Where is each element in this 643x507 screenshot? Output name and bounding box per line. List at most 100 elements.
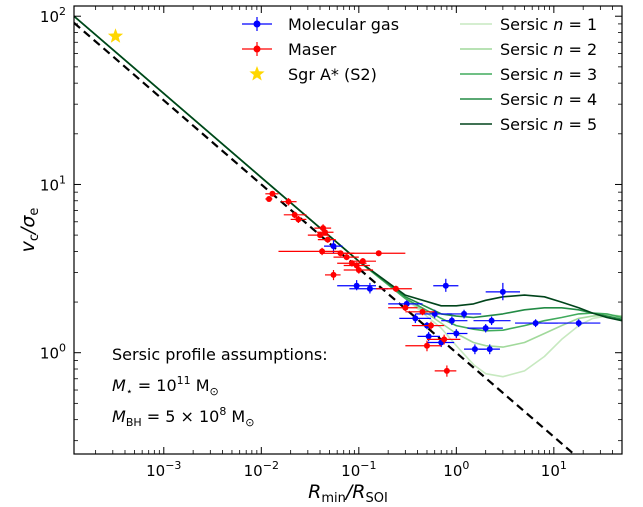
x-tick-label: 10−2 xyxy=(244,459,279,480)
x-tick-exp: −1 xyxy=(360,459,376,472)
legend-label-var: n xyxy=(553,65,563,84)
legend-label-suffix: = 5 xyxy=(563,115,597,134)
legend-label-var: n xyxy=(553,90,563,109)
maser-point xyxy=(402,304,409,311)
annotation-title: Sersic profile assumptions: xyxy=(112,345,328,364)
y-tick-base: 10 xyxy=(40,345,59,363)
molecular-gas-point xyxy=(471,346,478,353)
molecular-gas-point xyxy=(442,282,449,289)
y-tick-exp: 2 xyxy=(59,5,66,18)
legend: Molecular gas Maser Sgr A* (S2) Sersic n = … xyxy=(242,15,597,134)
maser-point xyxy=(423,342,430,349)
legend-label-suffix: = 2 xyxy=(563,40,597,59)
annotation: Sersic profile assumptions: M⋆ = 1011 M⊙… xyxy=(112,345,328,429)
maser-point xyxy=(359,258,366,265)
legend-label-prefix: Sersic xyxy=(500,15,553,34)
legend-label-suffix: = 3 xyxy=(563,65,597,84)
molecular-gas-point xyxy=(412,315,419,322)
molecular-gas-point xyxy=(366,285,373,292)
y-axis-label: vc/σe xyxy=(17,208,42,253)
x-tick-exp: 0 xyxy=(462,459,469,472)
annotation-stellar-mass: M⋆ = 1011 M⊙ xyxy=(112,374,219,398)
maser-point xyxy=(330,271,337,278)
maser-point xyxy=(348,260,355,267)
maser-point xyxy=(285,198,292,205)
maser-point xyxy=(295,216,302,223)
maser-point xyxy=(266,195,273,202)
x-tick-base: 10 xyxy=(146,462,165,480)
data-points xyxy=(107,28,601,377)
legend-entry-label: Sersic n = 5 xyxy=(500,115,597,134)
legend-entry-label: Sersic n = 3 xyxy=(500,65,597,84)
x-tick-label: 10−3 xyxy=(146,459,181,480)
x-tick-label: 10−1 xyxy=(341,459,376,480)
keplerian-dashed-line xyxy=(74,22,576,454)
legend-label-prefix: Sersic xyxy=(500,40,553,59)
model-curves xyxy=(74,15,622,454)
legend-marker-star xyxy=(249,66,265,81)
legend-label-suffix: = 1 xyxy=(563,15,597,34)
molecular-gas-point xyxy=(453,330,460,337)
legend-label-prefix: Sersic xyxy=(500,115,553,134)
plot-frame xyxy=(73,5,623,455)
legend-label-prefix: Sersic xyxy=(500,65,553,84)
legend-label-suffix: = 4 xyxy=(563,90,597,109)
annotation-bh-mass: MBH = 5 × 108 M⊙ xyxy=(112,405,254,429)
maser-point xyxy=(353,262,360,269)
maser-point xyxy=(441,336,448,343)
maser-point xyxy=(443,367,450,374)
maser-point xyxy=(428,322,435,329)
x-axis-label: Rmin/RSOI xyxy=(308,481,388,506)
molecular-gas-point xyxy=(575,320,582,327)
molecular-gas-point xyxy=(482,325,489,332)
y-tick-base: 10 xyxy=(40,176,59,194)
legend-entry-label: Sersic n = 4 xyxy=(500,90,597,109)
x-tick-label: 100 xyxy=(443,459,469,480)
maser-point xyxy=(355,267,362,274)
maser-point xyxy=(317,232,324,239)
molecular-gas-point xyxy=(488,317,495,324)
legend-label-var: n xyxy=(553,115,563,134)
sgr-a-star-marker xyxy=(107,28,124,43)
y-tick-exp: 1 xyxy=(59,173,66,186)
y-tick-exp: 0 xyxy=(59,342,66,355)
maser-point xyxy=(322,229,329,236)
molecular-gas-point xyxy=(330,243,337,250)
legend-entry-label: Sersic n = 2 xyxy=(500,40,597,59)
x-tick-exp: 1 xyxy=(560,459,567,472)
x-tick-base: 10 xyxy=(341,462,360,480)
x-tick-base: 10 xyxy=(541,462,560,480)
x-tick-label: 101 xyxy=(541,459,567,480)
maser-point xyxy=(343,254,350,261)
x-tick-exp: −2 xyxy=(263,459,279,472)
y-tick-label: 102 xyxy=(40,5,66,26)
y-tick-label: 100 xyxy=(40,342,66,363)
molecular-gas-point xyxy=(425,333,432,340)
legend-entry-label: Sersic n = 1 xyxy=(500,15,597,34)
maser-point xyxy=(375,250,382,257)
x-tick-base: 10 xyxy=(244,462,263,480)
molecular-gas-point xyxy=(499,288,506,295)
legend-label-prefix: Sersic xyxy=(500,90,553,109)
legend-label-var: n xyxy=(553,40,563,59)
y-tick-base: 10 xyxy=(40,8,59,26)
legend-entry-label: Sgr A* (S2) xyxy=(288,65,377,84)
legend-label-var: n xyxy=(553,15,563,34)
maser-point xyxy=(392,285,399,292)
molecular-gas-point xyxy=(486,346,493,353)
legend-marker-dot xyxy=(253,45,261,53)
molecular-gas-point xyxy=(353,282,360,289)
maser-point xyxy=(269,190,276,197)
maser-point xyxy=(419,308,426,315)
molecular-gas-point xyxy=(461,310,468,317)
legend-entry-label: Maser xyxy=(288,40,337,59)
maser-point xyxy=(324,236,331,243)
sersic-curve xyxy=(74,15,622,322)
x-tick-base: 10 xyxy=(443,462,462,480)
molecular-gas-point xyxy=(448,317,455,324)
molecular-gas-point xyxy=(431,310,438,317)
molecular-gas-point xyxy=(532,320,539,327)
y-tick-label: 101 xyxy=(40,173,66,194)
